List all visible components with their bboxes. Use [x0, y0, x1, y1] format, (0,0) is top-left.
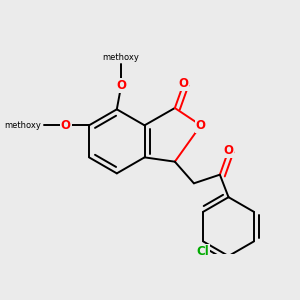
- Text: O: O: [116, 80, 126, 92]
- Text: O: O: [196, 119, 206, 132]
- Text: methoxy: methoxy: [4, 121, 41, 130]
- Text: O: O: [224, 144, 233, 157]
- Text: Cl: Cl: [197, 245, 209, 258]
- Text: O: O: [61, 119, 71, 132]
- Text: O: O: [178, 77, 188, 90]
- Text: methoxy: methoxy: [103, 53, 140, 62]
